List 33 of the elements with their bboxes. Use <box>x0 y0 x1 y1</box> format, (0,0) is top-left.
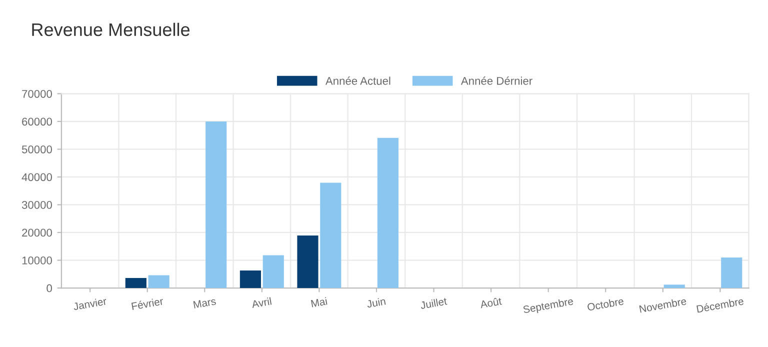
y-tick-label: 70000 <box>22 90 52 98</box>
x-tick-label: Mai <box>310 297 328 308</box>
bar <box>721 257 742 288</box>
x-tick-label: Septembre <box>522 297 574 316</box>
legend-label: Année Dérnier <box>460 76 532 85</box>
bar <box>377 138 398 288</box>
bar <box>664 284 685 288</box>
x-tick-label: Août <box>480 297 502 308</box>
x-tick-label: Mars <box>193 297 216 308</box>
x-tick-label: Février <box>131 296 164 310</box>
x-tick-label: Novembre <box>639 297 687 313</box>
x-tick-label: Octobre <box>587 297 624 311</box>
y-tick-label: 30000 <box>22 200 52 209</box>
x-tick-label: Juillet <box>420 297 448 310</box>
legend-label: Année Actuel <box>325 76 390 85</box>
x-tick-label: Avril <box>251 297 272 308</box>
bar <box>125 278 146 288</box>
bar <box>206 121 227 288</box>
bar <box>240 270 262 288</box>
chart-title: Revenue Mensuelle <box>32 22 190 36</box>
y-tick-label: 50000 <box>22 145 52 154</box>
y-tick-label: 0 <box>46 284 52 292</box>
x-tick-label: Juin <box>366 297 386 308</box>
bar <box>262 255 284 288</box>
bar <box>297 236 318 288</box>
x-tick-label: Décembre <box>696 296 744 313</box>
y-tick-label: 60000 <box>22 118 52 126</box>
y-tick-label: 40000 <box>22 173 52 182</box>
bar <box>320 182 342 288</box>
bar <box>148 275 170 288</box>
y-tick-label: 10000 <box>22 256 52 264</box>
y-tick-label: 20000 <box>22 228 52 237</box>
x-tick-label: Janvier <box>72 297 107 310</box>
